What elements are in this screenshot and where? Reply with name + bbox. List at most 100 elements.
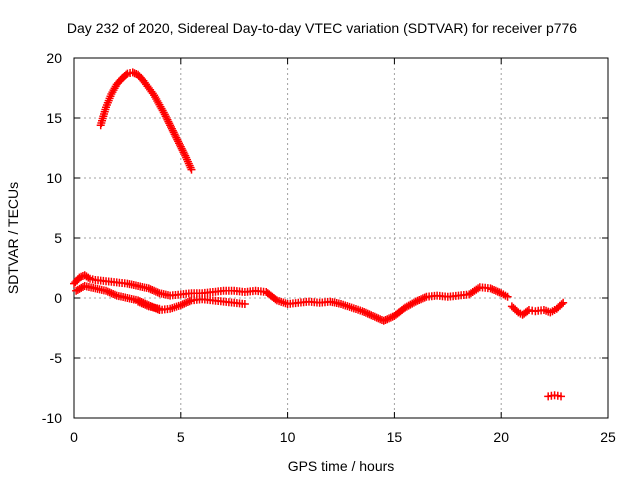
data-point xyxy=(164,117,173,126)
data-point xyxy=(417,295,426,304)
data-point xyxy=(386,313,395,322)
y-axis-label: SDTVAR / TECUs xyxy=(5,182,21,294)
data-point xyxy=(171,132,180,140)
data-point xyxy=(103,287,112,296)
data-point xyxy=(109,290,118,298)
y-tick-label: -10 xyxy=(42,410,62,426)
data-point xyxy=(474,284,483,293)
data-point xyxy=(122,70,131,79)
data-point xyxy=(370,312,379,321)
data-point xyxy=(183,298,192,306)
data-point xyxy=(182,298,191,307)
data-point xyxy=(110,290,119,299)
data-point xyxy=(175,141,184,149)
data-point xyxy=(128,68,137,77)
x-tick-label: 0 xyxy=(70,429,78,445)
chart-title: Day 232 of 2020, Sidereal Day-to-day VTE… xyxy=(67,20,577,36)
data-point xyxy=(486,284,495,293)
data-point xyxy=(179,148,188,157)
x-tick-label: 25 xyxy=(600,429,616,445)
data-point xyxy=(177,144,186,153)
data-point xyxy=(372,313,381,322)
data-point xyxy=(176,142,185,151)
data-point xyxy=(361,308,370,317)
data-point xyxy=(141,300,150,309)
data-point xyxy=(146,285,155,294)
x-tick-label: 15 xyxy=(387,429,403,445)
data-point xyxy=(134,297,143,306)
series-arc-late xyxy=(507,298,568,319)
data-point xyxy=(172,133,181,142)
data-point xyxy=(376,315,385,324)
data-point xyxy=(185,297,194,306)
data-point xyxy=(135,298,144,307)
series-arc-outlier xyxy=(544,391,566,401)
data-point xyxy=(490,286,499,294)
data-point xyxy=(174,137,183,146)
data-point xyxy=(130,69,139,78)
data-point xyxy=(175,139,184,148)
data-point xyxy=(161,112,170,121)
x-tick-label: 10 xyxy=(280,429,296,445)
data-point xyxy=(187,165,196,174)
data-point xyxy=(374,314,383,323)
x-tick-label: 20 xyxy=(493,429,509,445)
data-point xyxy=(409,298,418,307)
data-point xyxy=(165,119,174,128)
x-tick-labels: 0 5 10 15 20 25 xyxy=(70,429,616,445)
y-tick-label: 20 xyxy=(46,50,62,66)
data-point xyxy=(163,115,172,124)
data-point xyxy=(379,316,388,325)
data-series xyxy=(70,68,568,401)
data-point xyxy=(363,309,372,318)
x-tick-label: 5 xyxy=(177,429,185,445)
data-point xyxy=(240,300,249,308)
series-arc-small xyxy=(134,297,164,313)
data-point xyxy=(369,312,378,320)
y-tick-labels: -10 -5 0 5 10 15 20 xyxy=(42,50,62,426)
data-point xyxy=(107,289,116,298)
data-point xyxy=(176,301,185,310)
series-arc-high xyxy=(96,68,196,174)
data-point xyxy=(173,135,182,144)
data-point xyxy=(144,284,153,293)
data-point xyxy=(358,307,367,316)
data-point xyxy=(557,392,566,401)
data-point xyxy=(105,288,114,297)
y-tick-label: 0 xyxy=(54,290,62,306)
data-point xyxy=(168,126,177,135)
axis-ticks xyxy=(73,57,609,419)
data-point xyxy=(360,308,369,316)
grid xyxy=(74,58,608,418)
data-point xyxy=(559,298,568,307)
data-point xyxy=(365,310,374,319)
data-point xyxy=(155,304,164,313)
data-point xyxy=(493,287,502,296)
data-point xyxy=(142,301,151,310)
data-point xyxy=(150,286,159,295)
data-point xyxy=(488,285,497,294)
data-point xyxy=(178,300,187,309)
y-tick-label: -5 xyxy=(50,350,63,366)
data-point xyxy=(102,286,111,295)
data-point xyxy=(160,110,169,119)
data-point xyxy=(178,146,187,155)
data-point xyxy=(383,315,392,324)
data-point xyxy=(367,311,376,320)
data-point xyxy=(84,273,93,282)
data-point xyxy=(148,286,157,294)
data-point xyxy=(169,128,178,137)
y-tick-label: 10 xyxy=(46,170,62,186)
data-point xyxy=(162,114,171,122)
data-point xyxy=(166,121,175,130)
data-point xyxy=(411,297,420,306)
data-point xyxy=(415,296,424,304)
y-tick-label: 5 xyxy=(54,230,62,246)
data-point xyxy=(75,273,84,282)
data-point xyxy=(491,286,500,295)
data-point xyxy=(418,294,427,303)
data-point xyxy=(557,300,566,309)
data-point xyxy=(153,288,162,297)
data-point xyxy=(170,130,179,139)
